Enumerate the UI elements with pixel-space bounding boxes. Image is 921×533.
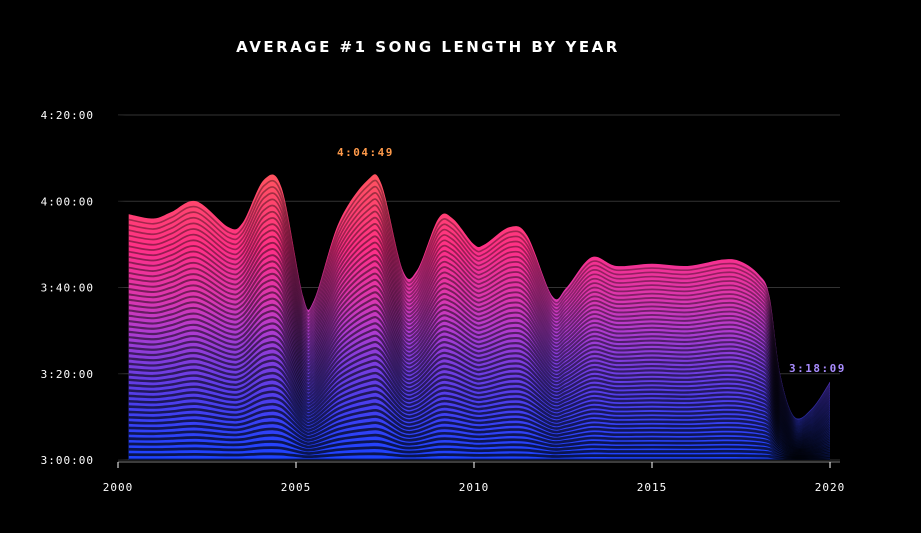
ridge-line bbox=[128, 446, 830, 460]
y-tick-label: 3:20:00 bbox=[41, 368, 94, 381]
x-tick-label: 2005 bbox=[281, 481, 312, 494]
ridge-line bbox=[128, 303, 830, 439]
ridge-line bbox=[128, 328, 830, 443]
ridge-line bbox=[128, 185, 830, 422]
ridge-line bbox=[128, 322, 830, 442]
ridge-line bbox=[128, 266, 830, 434]
ridge-line bbox=[128, 421, 830, 456]
ridge-line bbox=[128, 229, 830, 428]
ridge-line bbox=[128, 409, 830, 455]
ridge-line bbox=[128, 291, 830, 437]
ridge-line bbox=[128, 247, 830, 431]
ridge-line bbox=[128, 235, 830, 429]
left-fade bbox=[108, 115, 126, 460]
y-tick-label: 4:20:00 bbox=[41, 109, 94, 122]
ridge-line bbox=[128, 384, 830, 451]
ridge-line bbox=[128, 309, 830, 440]
ridge-line bbox=[128, 347, 830, 446]
ridge-line bbox=[128, 297, 830, 438]
ridge-line bbox=[128, 433, 830, 458]
annotation-last-label: 3:18:09 bbox=[789, 362, 846, 375]
y-tick-label: 3:40:00 bbox=[41, 282, 94, 295]
annotation-peak-label: 4:04:49 bbox=[337, 146, 394, 159]
ridge-line bbox=[128, 378, 830, 450]
ridge-line bbox=[128, 192, 830, 423]
ridge-line bbox=[128, 334, 830, 444]
ridge-line bbox=[128, 260, 830, 433]
ridge-line bbox=[128, 223, 830, 427]
ridge-line bbox=[128, 241, 830, 430]
ridge-line bbox=[128, 254, 830, 432]
ridge-line bbox=[128, 353, 830, 446]
ridge-line bbox=[128, 204, 830, 425]
ridge-line bbox=[128, 396, 830, 453]
ridge-line bbox=[128, 210, 830, 426]
ridge-line bbox=[128, 285, 830, 436]
ridge-line bbox=[128, 198, 830, 424]
axes: 2000 2005 2010 2015 2020 bbox=[103, 461, 846, 494]
ridge-line bbox=[128, 316, 830, 441]
chart-title: AVERAGE #1 SONG LENGTH BY YEAR bbox=[236, 38, 620, 56]
ridge-line bbox=[128, 390, 830, 452]
ridge-line bbox=[128, 359, 830, 447]
ridge-line bbox=[128, 272, 830, 435]
ridge-line bbox=[128, 440, 830, 459]
y-tick-label: 4:00:00 bbox=[41, 195, 94, 208]
y-tick-label: 3:00:00 bbox=[41, 454, 94, 467]
ridge-line bbox=[128, 340, 830, 445]
area-fill-group bbox=[128, 174, 830, 460]
ridge-line bbox=[128, 179, 830, 421]
x-tick-label: 2000 bbox=[103, 481, 134, 494]
x-tick-label: 2010 bbox=[459, 481, 490, 494]
area-series bbox=[108, 115, 830, 460]
ridge-line bbox=[128, 402, 830, 454]
ridge-line bbox=[128, 216, 830, 426]
ridge-line bbox=[128, 427, 830, 457]
x-tick-label: 2015 bbox=[637, 481, 668, 494]
x-tick-label: 2020 bbox=[815, 481, 846, 494]
ridge-line bbox=[128, 452, 830, 460]
ridge-line bbox=[128, 278, 830, 436]
ridge-line bbox=[128, 371, 830, 449]
ridge-line bbox=[128, 365, 830, 448]
ridge-line bbox=[128, 415, 830, 456]
